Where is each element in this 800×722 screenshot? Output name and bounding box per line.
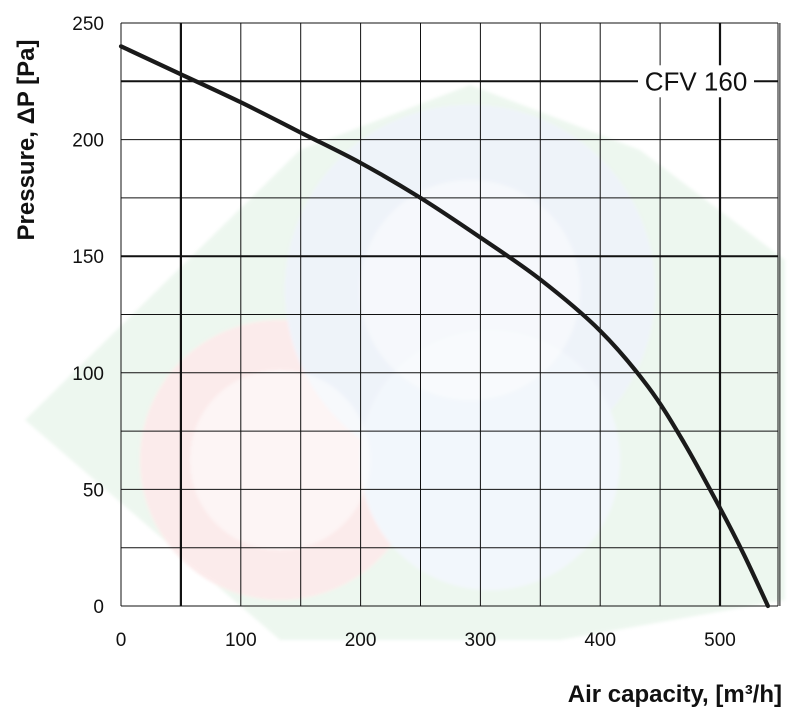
series-line-cfv-160 — [118, 44, 771, 609]
grid-lines — [120, 22, 781, 607]
y-tick-label: 250 — [72, 14, 104, 35]
x-axis-label: Air capacity, [m³/h] — [568, 681, 782, 708]
series-label-background — [638, 65, 754, 98]
tick-labels: 0 100 200 300 400 500 0 50 100 150 200 250 — [72, 14, 736, 651]
x-tick-label: 0 — [116, 630, 127, 651]
y-tick-label: 200 — [72, 131, 104, 152]
y-tick-label: 150 — [72, 247, 104, 268]
x-tick-label: 300 — [465, 630, 497, 651]
y-tick-label: 100 — [72, 364, 104, 385]
y-tick-label: 0 — [93, 597, 104, 618]
y-axis-label: Pressure, ΔP [Pa] — [13, 40, 40, 241]
curve-layer — [118, 44, 771, 609]
y-tick-label: 50 — [83, 480, 104, 501]
x-tick-label: 100 — [225, 630, 257, 651]
x-tick-label: 500 — [704, 630, 736, 651]
series-label: CFV 160 — [645, 66, 748, 96]
x-tick-label: 400 — [584, 630, 616, 651]
watermark-logo — [25, 85, 785, 640]
x-tick-label: 200 — [345, 630, 377, 651]
